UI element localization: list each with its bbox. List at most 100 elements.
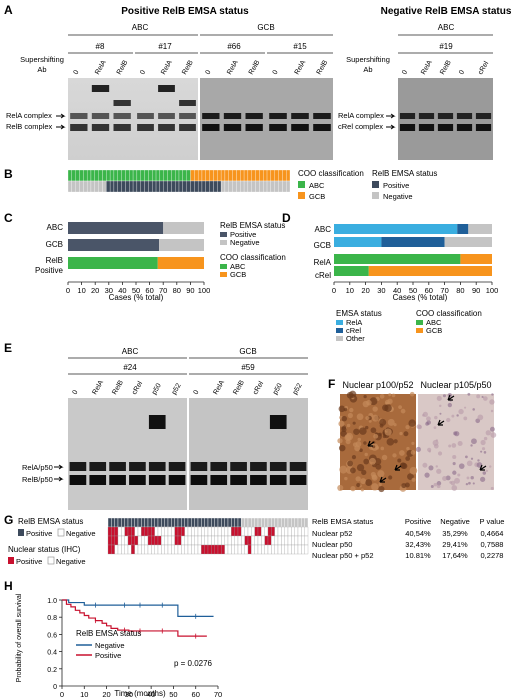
- heatmap-cell: [174, 544, 179, 555]
- heatmap-cell: [167, 169, 172, 182]
- x-axis-label: Cases (% total): [393, 293, 448, 302]
- panel-letter-f: F: [328, 377, 335, 391]
- heatmap-cell: [194, 169, 199, 182]
- heatmap-cell: [141, 526, 145, 537]
- heatmap-cell: [286, 169, 291, 182]
- supershift-label-neg: Supershifting: [346, 55, 390, 64]
- lane-label: 0: [458, 69, 466, 76]
- heatmap-cell: [291, 526, 295, 537]
- heatmap-cell: [134, 535, 139, 546]
- heatmap-cell: [167, 535, 172, 546]
- tick-label: 70: [159, 286, 167, 295]
- heatmap-cell: [294, 526, 299, 537]
- tick-label: 1.0: [47, 598, 57, 605]
- group-label-gcb: GCB: [239, 347, 256, 356]
- heatmap-cell: [304, 517, 309, 528]
- tick-label: 10: [346, 286, 354, 295]
- legend-swatch-negative: [57, 528, 65, 537]
- tick-label: 60: [425, 286, 433, 295]
- heatmap-cell: [140, 169, 145, 182]
- supershift-band: [269, 415, 287, 429]
- heatmap-cell: [287, 544, 292, 555]
- gel-band: [223, 113, 242, 119]
- heatmap-cell: [181, 544, 185, 555]
- heatmap-cell: [141, 517, 145, 528]
- heatmap-cell: [227, 544, 232, 555]
- lane-label: cRel: [252, 380, 265, 396]
- legend-label: GCB: [426, 326, 442, 335]
- heatmap-cell: [177, 535, 182, 546]
- heatmap-cell: [236, 180, 241, 193]
- heatmap-cell: [217, 544, 222, 555]
- gel-band: [190, 475, 208, 485]
- heatmap-cell: [201, 169, 206, 182]
- heatmap-cell: [274, 535, 279, 546]
- heatmap-cell: [86, 169, 92, 182]
- heatmap-cell: [301, 544, 305, 555]
- legend-swatch-gcb: [220, 272, 227, 277]
- heatmap-cell: [224, 180, 229, 193]
- heatmap-cell: [254, 544, 259, 555]
- panel-b: B COO classification ABC GCB RelB EMSA s…: [4, 167, 437, 201]
- lane-label: 0: [401, 69, 409, 76]
- legend-label: Other: [346, 334, 365, 343]
- heatmap-cell: [247, 517, 252, 528]
- heatmap-cell: [204, 544, 209, 555]
- tick-label: 60: [145, 286, 153, 295]
- gel-band: [179, 113, 196, 119]
- complex-label: RelA complex: [338, 111, 384, 120]
- heatmap-cell: [177, 526, 182, 537]
- heatmap-cell: [171, 544, 175, 555]
- heatmap-cell: [257, 517, 262, 528]
- lane-label: RelB: [439, 59, 453, 76]
- heatmap-cell: [271, 526, 275, 537]
- lane-label: 0: [139, 69, 147, 76]
- lane-label: RelA: [420, 59, 434, 76]
- panel-f: F Nuclear p100/p52 Nuclear p105/p50: [328, 377, 497, 493]
- heatmap-cell: [224, 169, 229, 182]
- relb-legend-title: RelB EMSA status: [18, 517, 83, 526]
- heatmap-cell: [194, 180, 199, 193]
- heatmap-cell: [197, 180, 203, 193]
- heatmap-cell: [129, 180, 134, 193]
- heatmap-cell: [214, 535, 219, 546]
- bar-segment: [334, 266, 369, 276]
- legend-label: Positive: [230, 230, 256, 239]
- heatmap-cell: [224, 535, 229, 546]
- heatmap-cell: [264, 544, 269, 555]
- heatmap-cell: [79, 180, 84, 193]
- heatmap-cell: [254, 535, 259, 546]
- heatmap-cell: [190, 169, 195, 182]
- legend-swatch-negative: [220, 240, 227, 245]
- heatmap-cell: [214, 526, 219, 537]
- tick-label: 30: [125, 690, 133, 699]
- tick-label: 0: [66, 286, 70, 295]
- heatmap-cell: [261, 544, 265, 555]
- x-axis-label: Time (months): [114, 689, 166, 698]
- lane-label: RelB: [232, 379, 246, 396]
- heatmap-cell: [147, 535, 152, 546]
- heatmap-cell: [111, 544, 115, 555]
- heatmap-cell: [141, 535, 145, 546]
- heatmap-cell: [224, 517, 229, 528]
- heatmap-cell: [171, 535, 175, 546]
- supershift-label: Supershifting: [20, 55, 64, 64]
- tick-label: 30: [377, 286, 385, 295]
- heatmap-cell: [184, 535, 189, 546]
- heatmap-cell: [204, 526, 209, 537]
- heatmap-cell: [251, 535, 255, 546]
- heatmap-cell: [144, 535, 149, 546]
- legend-label: Positive: [383, 181, 409, 190]
- heatmap-cell: [221, 526, 225, 537]
- heatmap-cell: [211, 544, 215, 555]
- gel-band: [437, 124, 454, 131]
- heatmap-cell: [217, 535, 222, 546]
- gel-band: [291, 124, 309, 131]
- heatmap-cell: [228, 169, 233, 182]
- heatmap-cell: [284, 526, 289, 537]
- heatmap-cell: [287, 517, 292, 528]
- tick-label: 10: [77, 286, 85, 295]
- heatmap-cell: [79, 169, 84, 182]
- heatmap-cell: [227, 517, 232, 528]
- lane-label: RelB: [116, 59, 130, 76]
